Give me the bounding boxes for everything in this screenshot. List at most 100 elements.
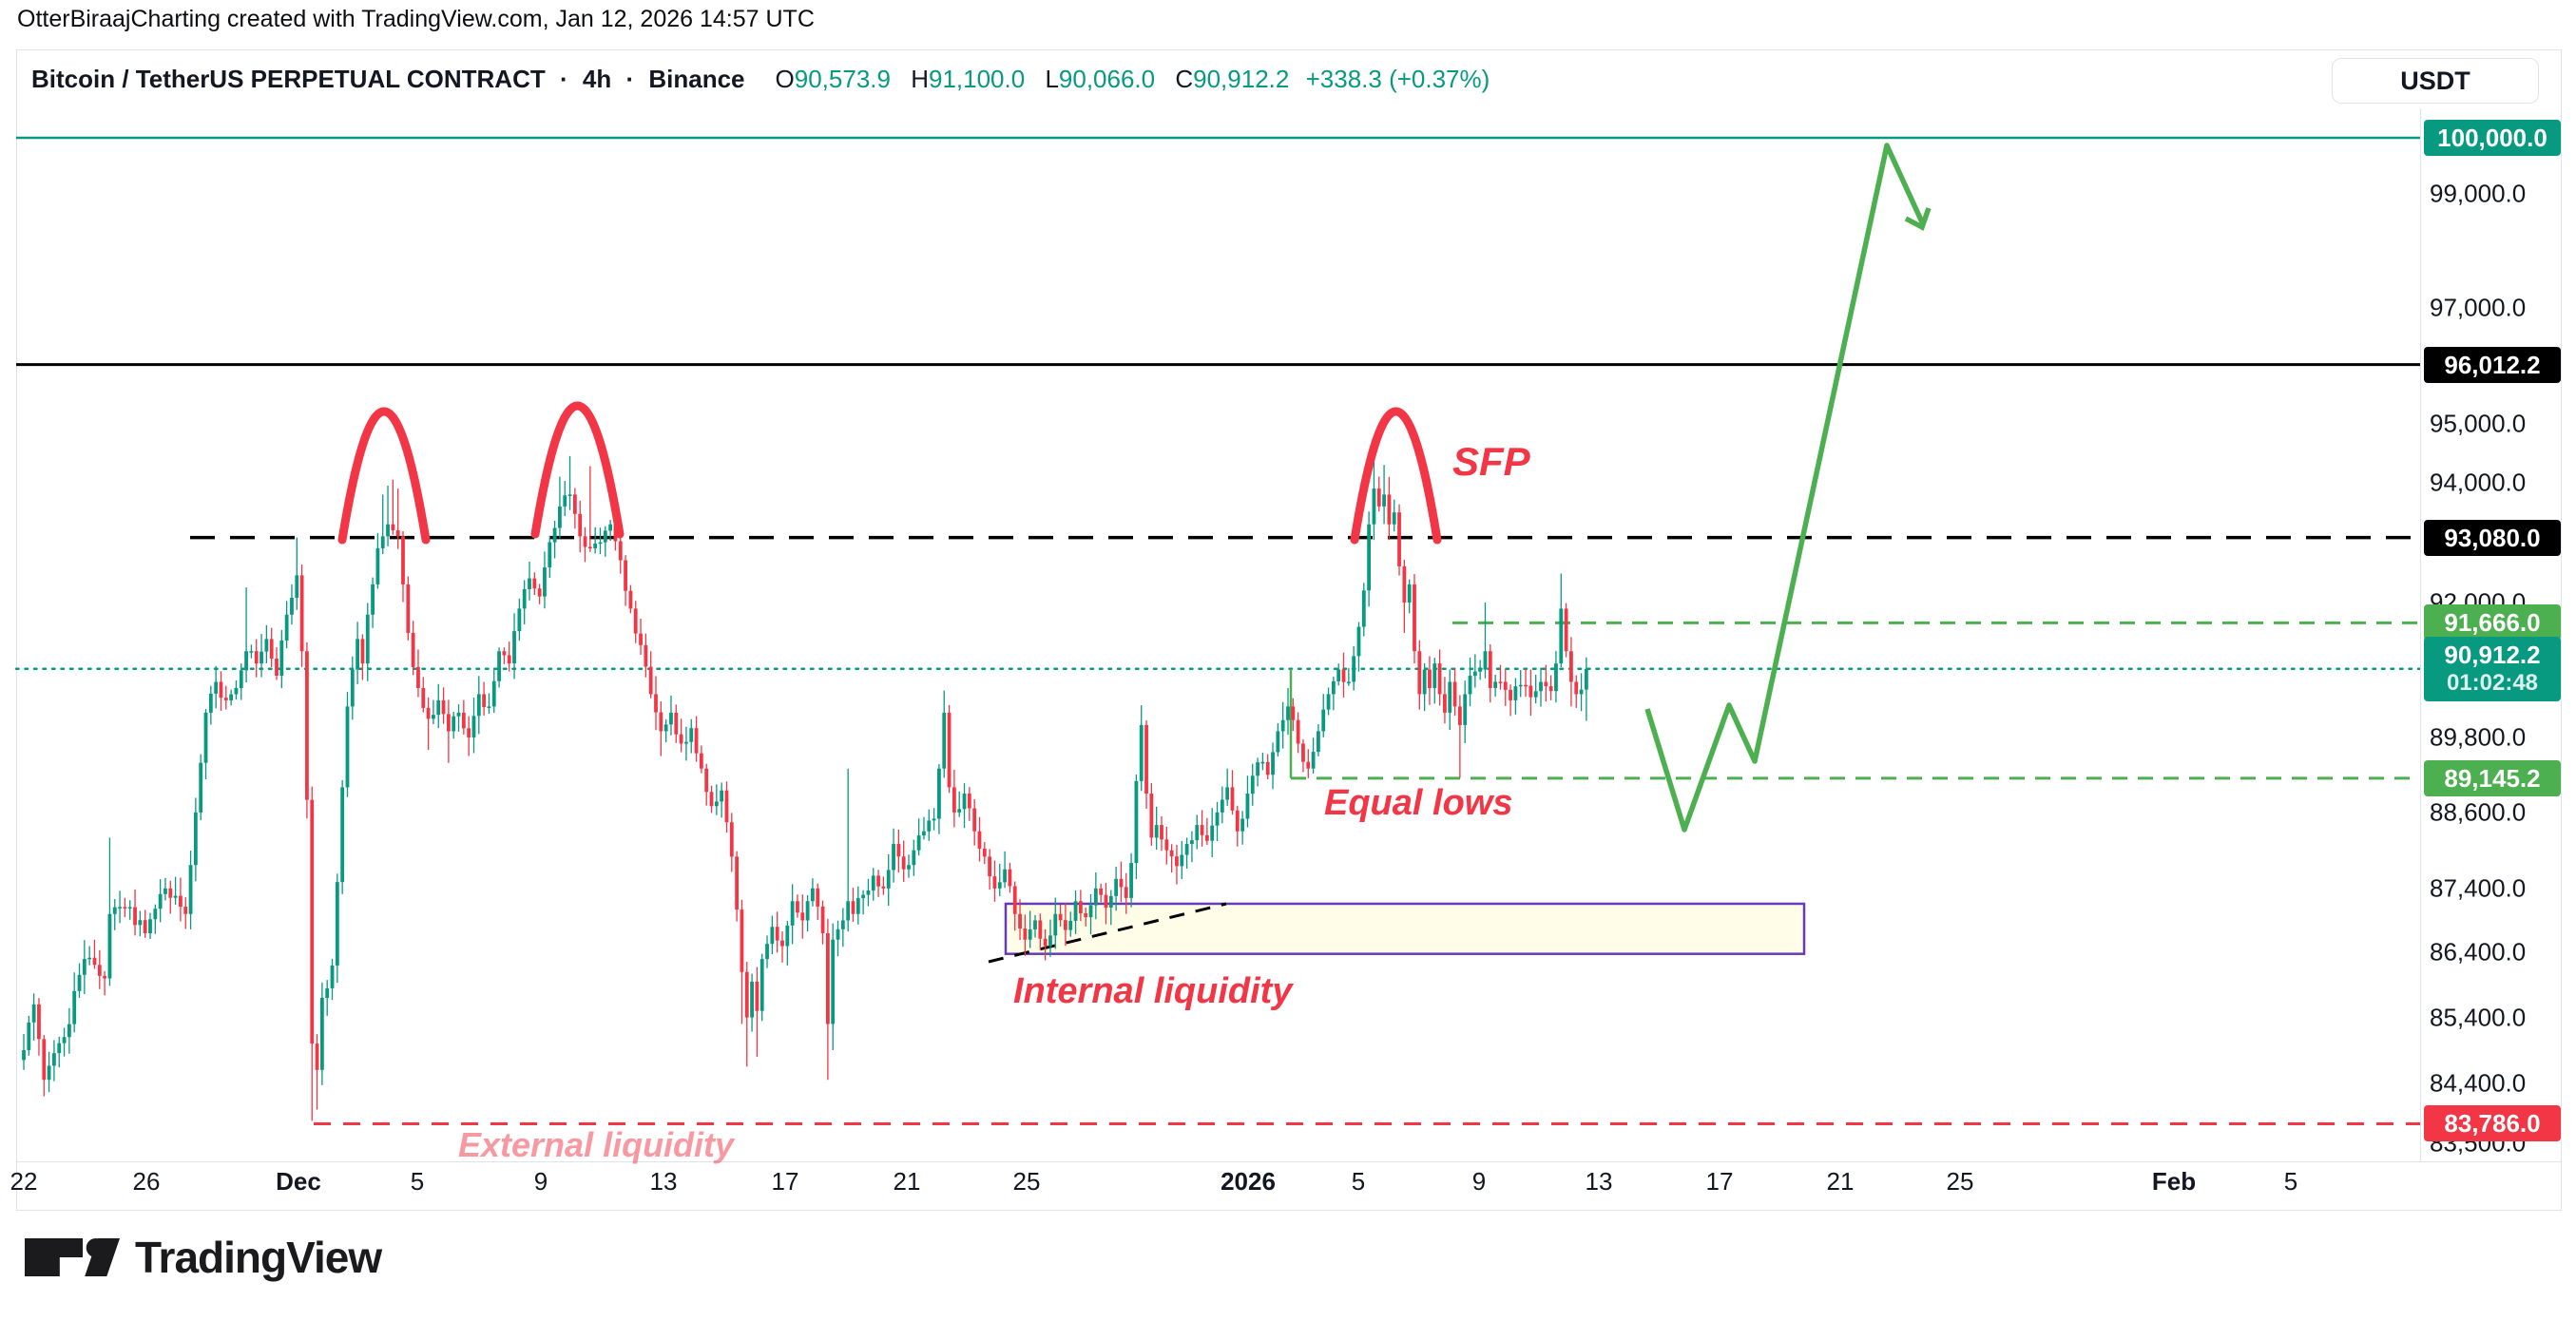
candle-body — [461, 712, 466, 729]
candle-body — [1093, 888, 1098, 906]
candle-body — [1533, 691, 1538, 698]
candle-body — [654, 694, 658, 713]
candle-body — [1457, 706, 1462, 725]
external-liquidity-annotation[interactable]: External liquidity — [458, 1125, 735, 1164]
candle-body — [1124, 887, 1128, 898]
candle-body — [669, 712, 673, 725]
candle-body — [436, 699, 441, 716]
candle-body — [244, 651, 248, 671]
candle-body — [1392, 512, 1396, 525]
candle-body — [1528, 685, 1533, 698]
candle-body — [886, 870, 891, 889]
candle-body — [42, 1039, 47, 1081]
symbol-title[interactable]: Bitcoin / TetherUS PERPETUAL CONTRACT · … — [31, 65, 745, 94]
candle-body — [416, 666, 420, 688]
candle-body — [1265, 761, 1270, 775]
candle-body — [1382, 494, 1386, 507]
candle-body — [558, 506, 562, 528]
candle-body — [1452, 681, 1457, 707]
candle-body — [729, 822, 734, 857]
candle-body — [1256, 762, 1259, 776]
candle-body — [1376, 488, 1381, 507]
projection-path — [1644, 143, 1926, 833]
candle-body — [1144, 724, 1148, 795]
candle-body — [1276, 731, 1280, 753]
sfp-annotation[interactable]: SFP — [1452, 439, 1530, 484]
candle-body — [988, 856, 992, 877]
candle-body — [199, 762, 203, 813]
candle-body — [1367, 524, 1372, 591]
candle-body — [1129, 863, 1133, 898]
candle-body — [1073, 901, 1078, 921]
candle-body — [1250, 775, 1255, 795]
candle-body — [820, 906, 825, 933]
candle-body — [305, 651, 309, 800]
candle-body — [1509, 689, 1512, 700]
candle-body — [1099, 888, 1104, 895]
separator: · — [625, 64, 635, 93]
candle-body — [1518, 684, 1523, 687]
price-axis-tick: 95,000.0 — [2430, 409, 2527, 438]
candle-body — [179, 895, 183, 908]
candle-body — [127, 907, 132, 909]
candle-body — [1164, 839, 1169, 851]
candle-body — [572, 494, 577, 514]
internal-liquidity-annotation[interactable]: Internal liquidity — [1013, 971, 1293, 1011]
candle-body — [1108, 895, 1113, 908]
sfp-arc — [530, 401, 625, 539]
candle-body — [982, 848, 987, 857]
candle-body — [487, 706, 491, 708]
candle-body — [1331, 680, 1336, 695]
candle-body — [1195, 825, 1200, 841]
candle-body — [1448, 681, 1452, 713]
open-label: O — [775, 64, 795, 93]
candle-body — [1387, 494, 1392, 525]
candle-body — [684, 741, 688, 744]
candle-body — [401, 536, 405, 584]
candle-body — [214, 681, 219, 694]
candle-body — [1012, 886, 1017, 914]
candle-body — [512, 631, 516, 664]
candle-body — [456, 712, 461, 717]
candle-body — [1003, 869, 1007, 883]
symbol-name[interactable]: Bitcoin / TetherUS PERPETUAL CONTRACT — [31, 64, 546, 93]
candle-body — [1296, 719, 1300, 744]
candle-body — [395, 530, 400, 537]
candle-body — [1397, 512, 1401, 566]
candle-body — [522, 588, 527, 609]
candle-body — [1230, 787, 1235, 811]
candle-body — [1539, 681, 1543, 692]
candle-body — [907, 865, 911, 870]
candle-body — [912, 850, 916, 866]
time-axis-label: 9 — [1471, 1167, 1487, 1196]
candle-body — [1361, 590, 1366, 627]
candle-body — [57, 1043, 62, 1054]
candle-body — [37, 1004, 41, 1040]
candle-body — [97, 965, 102, 976]
candle-body — [47, 1065, 51, 1081]
tradingview-logo[interactable]: TradingView — [25, 1232, 382, 1283]
candle-body — [1204, 834, 1209, 841]
candle-body — [855, 898, 860, 914]
candle-body — [765, 944, 769, 960]
time-axis-label: 21 — [1826, 1167, 1855, 1196]
currency-unit-button[interactable]: USDT — [2332, 58, 2539, 104]
candle-body — [1548, 686, 1553, 692]
time-axis-label: 2026 — [1221, 1167, 1276, 1196]
candle-body — [1220, 799, 1224, 813]
candle-body — [143, 920, 147, 933]
candle-body — [831, 939, 836, 1024]
equal-lows-annotation[interactable]: Equal lows — [1324, 783, 1513, 823]
candle-body — [133, 907, 137, 926]
candle-body — [1317, 731, 1320, 753]
interval-label[interactable]: 4h — [582, 64, 612, 93]
candle-body — [724, 790, 729, 823]
candle-body — [816, 888, 820, 907]
tradingview-logo-text: TradingView — [135, 1233, 382, 1282]
candle-body — [805, 901, 810, 921]
candle-body — [942, 712, 947, 769]
candle-body — [380, 536, 385, 548]
candle-body — [1023, 929, 1028, 940]
candle-body — [148, 919, 152, 933]
